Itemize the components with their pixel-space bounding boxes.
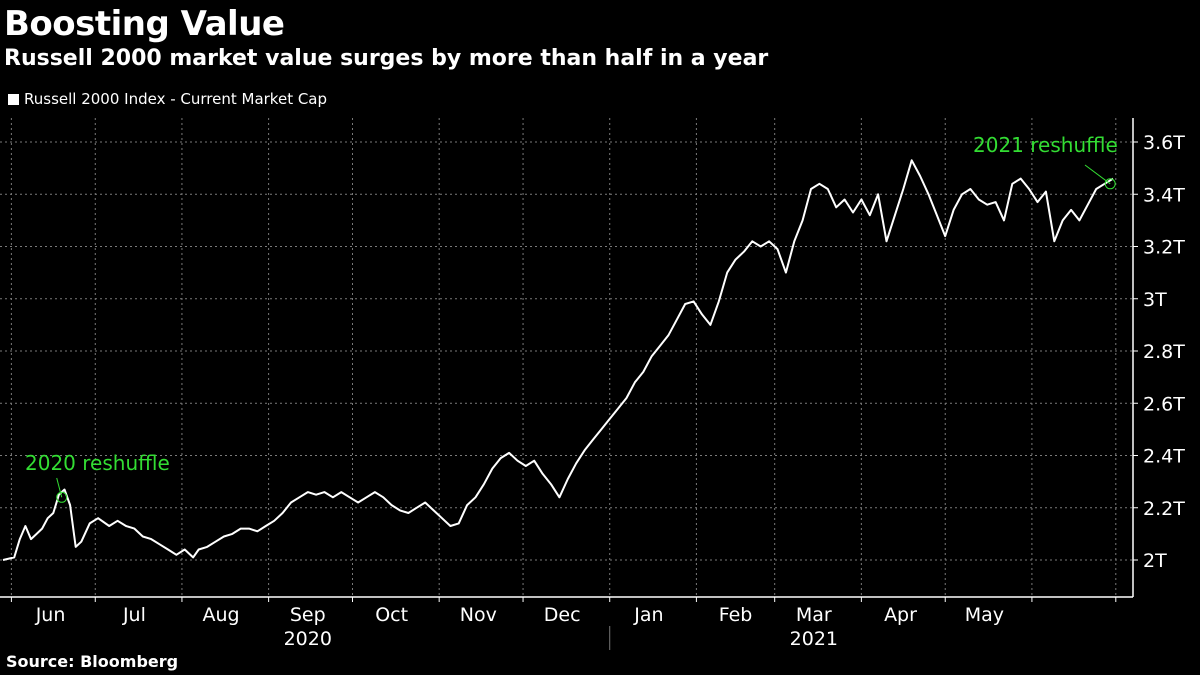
y-tick-label: 2T (1143, 550, 1167, 572)
x-tick-label: Oct (375, 604, 408, 626)
chart-legend: Russell 2000 Index - Current Market Cap (8, 90, 327, 108)
year-label: 2021 (790, 628, 838, 650)
y-tick-label: 2.8T (1143, 341, 1185, 363)
x-tick-label: Dec (544, 604, 581, 626)
annotation-marker (1104, 178, 1116, 190)
x-tick-label: Sep (290, 604, 326, 626)
x-tick-label: Mar (796, 604, 832, 626)
y-tick-label: 3.4T (1143, 184, 1185, 206)
y-tick-label: 2.6T (1143, 393, 1185, 415)
source-note: Source: Bloomberg (6, 652, 179, 671)
x-tick-label: Aug (203, 604, 240, 626)
x-tick-label: Feb (719, 604, 753, 626)
y-tick-label: 2.2T (1143, 498, 1185, 520)
legend-swatch (8, 93, 19, 105)
year-label: 2020 (284, 628, 332, 650)
x-tick-label: Jan (633, 604, 663, 626)
annotation-marker (56, 491, 68, 503)
chart-subtitle: Russell 2000 market value surges by more… (4, 46, 769, 71)
series-line (2, 159, 1114, 561)
x-tick-label: Jul (122, 604, 146, 626)
x-tick-label: Nov (460, 604, 497, 626)
x-tick-label: Jun (35, 604, 66, 626)
y-tick-label: 3T (1143, 289, 1167, 311)
annotation-leader-line (56, 477, 63, 498)
y-tick-label: 2.4T (1143, 446, 1185, 468)
legend-label: Russell 2000 Index - Current Market Cap (24, 90, 328, 108)
chart-title: Boosting Value (4, 4, 285, 44)
x-tick-label: Apr (884, 604, 917, 626)
x-tick-label: May (965, 604, 1004, 626)
y-tick-label: 3.2T (1143, 237, 1185, 259)
annotation-label: 2021 reshuffle (973, 133, 1118, 157)
y-tick-label: 3.6T (1143, 132, 1185, 154)
annotation-label: 2020 reshuffle (25, 451, 170, 475)
